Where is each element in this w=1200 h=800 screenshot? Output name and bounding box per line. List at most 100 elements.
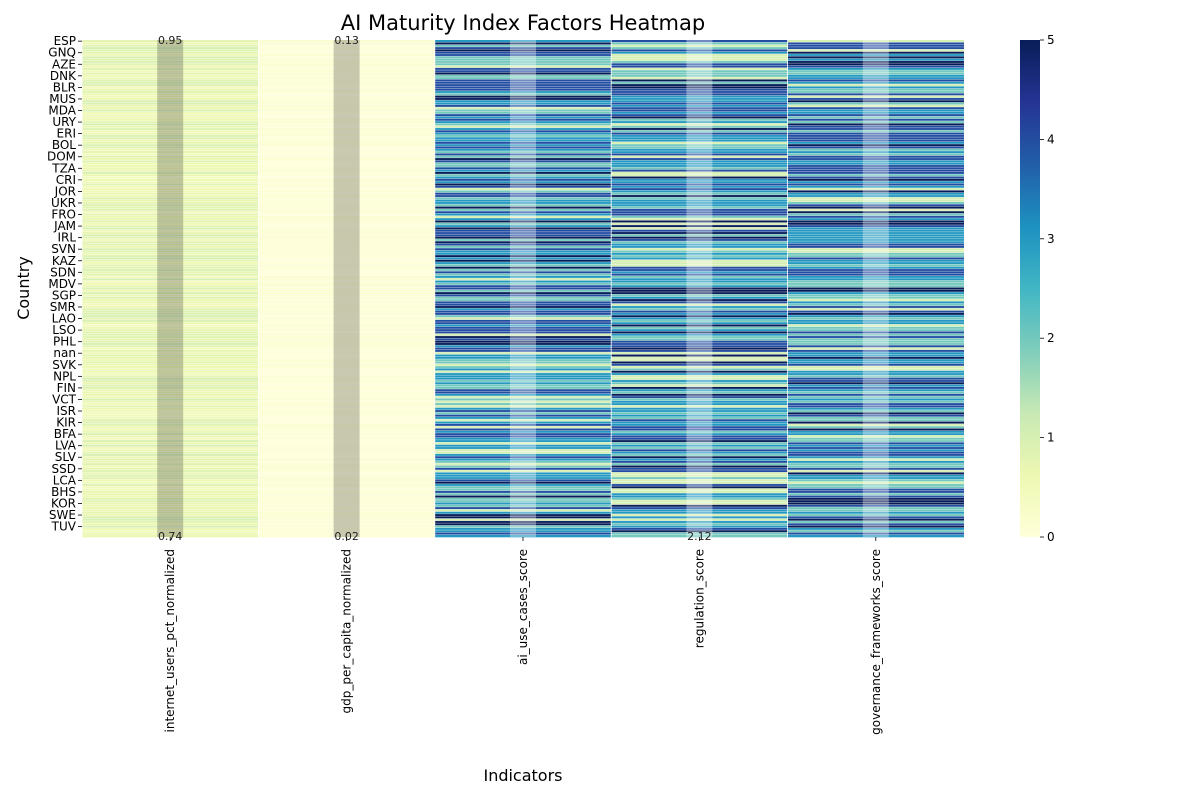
y-tick-label: URY: [52, 115, 76, 129]
heatmap-cell: [434, 164, 612, 168]
heatmap-cell: [434, 520, 612, 524]
heatmap-cell: [787, 328, 964, 332]
heatmap-cell: [787, 349, 964, 353]
heatmap-cell: [787, 215, 964, 219]
heatmap-cell: [82, 412, 259, 415]
heatmap-cell: [82, 384, 259, 388]
heatmap-cell: [787, 139, 964, 143]
heatmap-cell: [82, 113, 259, 117]
heatmap-cell: [434, 345, 612, 348]
heatmap-cell: [434, 439, 612, 443]
heatmap-cell: [82, 280, 259, 284]
heatmap-cell: [787, 296, 964, 300]
heatmap-cell: [611, 497, 788, 501]
heatmap-cell: [82, 97, 259, 101]
heatmap-cell: [82, 259, 259, 263]
heatmap-cell: [434, 199, 612, 203]
heatmap-cell: [611, 95, 788, 99]
heatmap-cell: [434, 213, 612, 216]
heatmap-cell: [787, 451, 964, 455]
heatmap-cell: [611, 393, 788, 397]
heatmap-cell: [434, 409, 612, 413]
heatmap-cell: [611, 215, 788, 219]
heatmap-cell: [611, 520, 788, 524]
heatmap-cell: [787, 393, 964, 397]
heatmap-cell: [611, 192, 788, 196]
heatmap-cell: [611, 178, 788, 182]
heatmap-cell: [611, 530, 788, 533]
heatmap-cell: [787, 268, 964, 272]
heatmap-cell: [434, 389, 612, 392]
heatmap-cell: [434, 178, 612, 182]
heatmap-cell: [611, 432, 788, 436]
heatmap-cell: [611, 356, 788, 360]
heatmap-cell: [611, 412, 788, 415]
heatmap-cell: [787, 532, 964, 535]
x-tick-label: internet_users_pct_normalized: [163, 549, 177, 732]
heatmap-cell: [258, 190, 435, 193]
heatmap-cell: [82, 213, 259, 216]
heatmap-cell: [434, 46, 612, 50]
heatmap-cell: [611, 144, 788, 147]
heatmap-cell: [611, 502, 788, 505]
heatmap-cell: [434, 104, 612, 108]
heatmap-cell: [787, 174, 964, 177]
heatmap-cell: [434, 298, 612, 302]
heatmap-cell: [258, 167, 435, 170]
heatmap-cell: [611, 266, 788, 270]
heatmap-cell: [787, 254, 964, 258]
heatmap-cell: [787, 428, 964, 431]
cell-annotation: 0.95: [158, 34, 183, 47]
heatmap-cell: [787, 509, 964, 512]
heatmap-cell: [434, 315, 612, 318]
heatmap-cell: [611, 428, 788, 431]
heatmap-cell: [82, 349, 259, 353]
heatmap-cell: [82, 176, 259, 179]
heatmap-cell: [258, 213, 435, 216]
heatmap-cell: [434, 386, 612, 390]
y-tick-label: SDN: [50, 265, 76, 279]
heatmap-cell: [82, 190, 259, 193]
heatmap-cell: [434, 359, 612, 362]
heatmap-cell: [82, 252, 259, 256]
heatmap-cell: [787, 419, 964, 422]
heatmap-cell: [611, 176, 788, 179]
heatmap-cell: [82, 208, 259, 212]
heatmap-cell: [434, 479, 612, 482]
y-tick-label: IRL: [57, 231, 76, 245]
heatmap-cell: [82, 432, 259, 436]
heatmap-cell: [787, 60, 964, 64]
heatmap-cell: [787, 271, 964, 274]
heatmap-cell: [258, 483, 435, 487]
heatmap-cell: [787, 116, 964, 119]
cell-annotations: 0.95 0.74 0.13 0.02 2.12: [157, 34, 889, 543]
heatmap-cell: [82, 46, 259, 50]
heatmap-cell: [611, 116, 788, 119]
heatmap-cell: [82, 187, 259, 191]
heatmap-cell: [434, 194, 612, 198]
heatmap-cell: [82, 192, 259, 196]
heatmap-cell: [434, 58, 612, 62]
heatmap-cell: [611, 231, 788, 235]
heatmap-cell: [258, 113, 435, 117]
heatmap-cell: [787, 127, 964, 131]
heatmap-cell: [611, 76, 788, 80]
heatmap-cell: [787, 400, 964, 404]
heatmap-cell: [611, 335, 788, 339]
heatmap-cell: [258, 250, 435, 253]
heatmap-cell: [258, 409, 435, 413]
heatmap-cell: [258, 58, 435, 62]
heatmap-cell: [611, 49, 788, 52]
heatmap-cell: [258, 229, 435, 233]
heatmap-cell: [611, 435, 788, 438]
heatmap-cell: [434, 130, 612, 133]
heatmap-cell: [434, 326, 612, 330]
heatmap-cell: [82, 298, 259, 302]
heatmap-cell: [611, 241, 788, 244]
heatmap-cell: [82, 312, 259, 316]
heatmap-cell: [611, 389, 788, 392]
heatmap-cell: [787, 287, 964, 290]
heatmap-cell: [258, 187, 435, 191]
heatmap-cell: [258, 70, 435, 73]
heatmap-cell: [611, 146, 788, 149]
